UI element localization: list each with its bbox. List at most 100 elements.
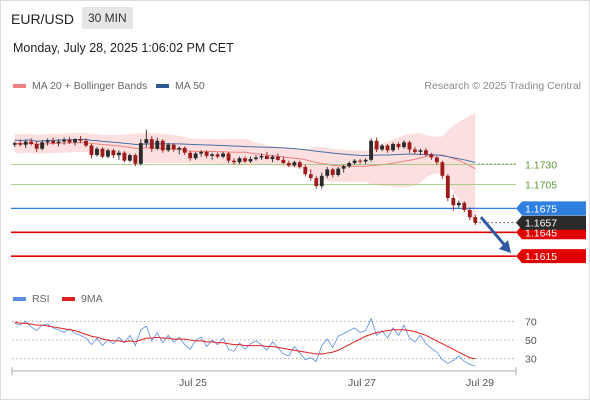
candle-body — [138, 143, 143, 164]
credit-text: Research © 2025 Trading Central — [424, 80, 581, 92]
ma50-line — [14, 138, 476, 163]
candle-body — [144, 139, 149, 144]
level-label-pivot: 1.1675 — [525, 203, 557, 215]
legend-rsi-label: RSI — [32, 293, 50, 305]
candle-body — [341, 166, 346, 169]
candle-body — [23, 141, 28, 145]
candle-body — [325, 169, 330, 176]
candle-body — [221, 153, 225, 157]
candle-body — [171, 144, 176, 150]
candle-body — [111, 150, 116, 156]
candle-body — [29, 141, 34, 144]
candle-body — [40, 142, 45, 149]
candle-body — [434, 157, 439, 163]
candle-body — [451, 198, 456, 206]
candle-body — [122, 152, 127, 161]
legend-ma50: MA 50 — [156, 80, 205, 92]
level-label-support: 1.1645 — [525, 227, 557, 239]
candle-body — [462, 202, 467, 210]
candle-body — [473, 217, 478, 223]
candle-body — [199, 151, 204, 154]
candle-body — [429, 154, 434, 158]
candle-body — [336, 168, 341, 175]
ma50-swatch — [156, 84, 169, 88]
ma20-line — [14, 141, 476, 170]
level-tag-pivot — [516, 201, 586, 216]
candle-body — [100, 148, 105, 157]
candle-body — [380, 145, 384, 150]
candle-body — [418, 150, 423, 152]
candle-body — [127, 155, 132, 161]
x-tick-label: Jul 27 — [348, 377, 376, 389]
timestamp: Monday, July 28, 2025 1:06:02 PM CET — [13, 41, 234, 55]
candle-body — [297, 162, 302, 168]
candle-body — [254, 157, 258, 160]
legend-ma50-label: MA 50 — [175, 80, 205, 92]
candle-body — [166, 144, 171, 151]
candle-body — [358, 160, 363, 162]
rsi-ma-line — [14, 321, 476, 360]
candle-body — [319, 175, 324, 187]
candle-body — [177, 147, 182, 150]
candle-body — [133, 155, 138, 164]
last-price-tag — [516, 215, 586, 230]
candle-body — [45, 140, 50, 143]
candle-body — [423, 150, 428, 155]
rsi-ma-swatch — [62, 297, 75, 301]
level-label-resistance: 1.1705 — [525, 180, 557, 192]
rsi-tick-label: 50 — [525, 335, 537, 347]
candle-body — [445, 175, 450, 199]
candle-body — [89, 145, 94, 156]
candle-body — [347, 163, 352, 167]
candle-body — [182, 147, 187, 153]
candle-body — [232, 160, 236, 163]
candle-body — [204, 151, 209, 156]
target-arrow-shaft — [479, 216, 509, 249]
level-label-support: 1.1615 — [525, 251, 557, 263]
candle-body — [78, 139, 83, 141]
legend-9ma: 9MA — [62, 293, 103, 305]
candle-body — [352, 160, 357, 164]
candle-body — [248, 159, 253, 162]
candle-body — [303, 167, 308, 175]
candle-body — [116, 152, 121, 156]
candle-body — [56, 141, 61, 144]
candle-body — [62, 139, 67, 142]
candle-body — [369, 140, 374, 160]
timeframe-badge[interactable]: 30 MIN — [82, 7, 133, 29]
bollinger-band — [14, 113, 476, 225]
rsi-tick-label: 70 — [525, 316, 537, 328]
level-label-resistance: 1.1730 — [525, 160, 557, 172]
candle-body — [308, 174, 313, 179]
candle-body — [67, 139, 72, 143]
candle-body — [374, 140, 379, 150]
candle-body — [281, 159, 286, 164]
x-tick-label: Jul 29 — [466, 377, 494, 389]
candle-body — [259, 155, 264, 158]
rsi-line — [14, 317, 476, 367]
candle-body — [51, 140, 56, 144]
candle-body — [188, 152, 193, 159]
candle-body — [385, 145, 390, 151]
last-price-label: 1.1657 — [525, 218, 557, 230]
candle-body — [456, 202, 461, 206]
candle-body — [402, 142, 406, 148]
rsi-tick-label: 30 — [525, 354, 537, 366]
rsi-swatch — [13, 297, 26, 301]
candle-body — [34, 143, 39, 149]
candle-body — [391, 143, 395, 151]
candle-body — [95, 148, 99, 156]
x-tick-label: Jul 25 — [179, 377, 207, 389]
candle-body — [84, 140, 88, 146]
candle-body — [160, 140, 165, 151]
candle-body — [407, 142, 412, 150]
legend-ma20-label: MA 20 + Bollinger Bands — [32, 80, 148, 92]
candle-body — [292, 162, 297, 166]
candle-body — [226, 153, 231, 161]
candle-body — [265, 155, 269, 160]
candle-body — [286, 163, 291, 166]
candle-body — [149, 139, 154, 149]
candle-body — [12, 143, 17, 145]
legend-ma20: MA 20 + Bollinger Bands — [13, 80, 147, 92]
